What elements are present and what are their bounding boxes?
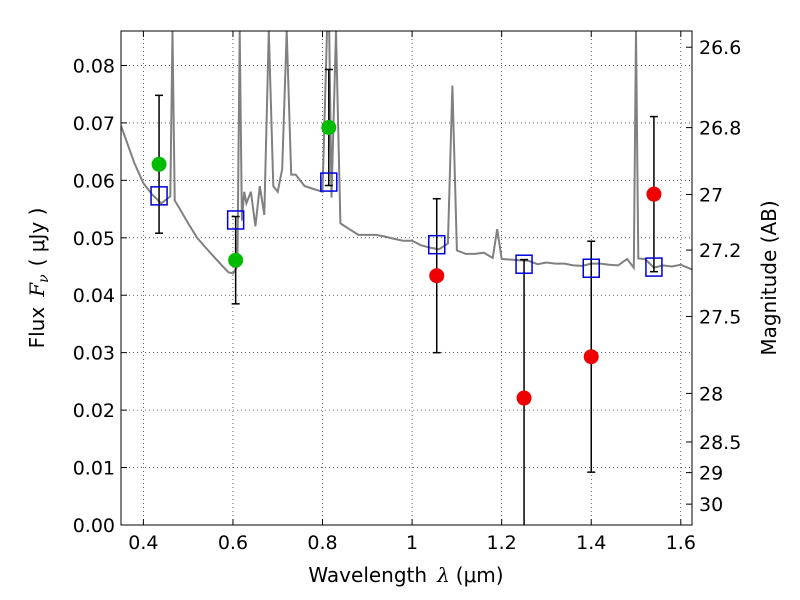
y2-tick-label: 26.8: [699, 118, 741, 140]
x-tick-label: 0.8: [307, 532, 337, 554]
data-point-upper: [583, 349, 599, 365]
model-flux-square: [427, 234, 446, 255]
plot-background: [121, 31, 692, 525]
y-tick-label: 0.04: [73, 285, 115, 307]
y-tick-label: 0.00: [73, 515, 115, 537]
data-point-upper: [429, 268, 445, 284]
x-tick-label: 1.2: [487, 532, 517, 554]
y-tick-label: 0.06: [73, 170, 115, 192]
y-tick-label: 0.02: [73, 400, 115, 422]
plot-frame: [120, 30, 693, 526]
y2-axis-label: Magnitude (AB): [757, 200, 781, 355]
data-point-detection: [228, 252, 244, 268]
tick-labels: 0.4 0.6 0.8 1 1.2 1.4 1.6 0.00 0.01 0.02 0.03 0.04 0…: [73, 37, 742, 554]
data-marks: [150, 68, 663, 525]
y-tick-label: 0.03: [73, 343, 115, 365]
model-flux-square: [320, 172, 338, 192]
y2-tick-label: 27.5: [699, 306, 741, 328]
y2-tick-label: 28: [699, 383, 723, 405]
y-axis-label: FluxFν( μJy ): [25, 208, 52, 349]
x-tick-label: 1.6: [666, 532, 696, 554]
y2-tick-label: 27: [699, 184, 723, 206]
x-tick-label: 0.6: [218, 532, 248, 554]
y2-tick-label: 30: [699, 494, 723, 516]
y2-tick-label: 29: [699, 463, 723, 485]
data-point-upper: [646, 186, 662, 202]
x-tick-label: 1: [406, 532, 418, 554]
y2-tick-label: 27.2: [699, 240, 741, 262]
data-point-upper: [516, 390, 532, 406]
y2-tick-label: 28.5: [699, 432, 741, 454]
axis-ticks: [121, 31, 692, 526]
x-tick-label: 0.4: [128, 532, 158, 554]
model-flux-square: [226, 210, 245, 230]
y-tick-label: 0.05: [73, 228, 115, 250]
y2-tick-label: 26.6: [699, 37, 741, 59]
model-flux-square: [515, 254, 533, 274]
model-flux-square: [582, 258, 600, 278]
data-point-detection: [151, 156, 167, 172]
y-tick-label: 0.01: [73, 458, 115, 480]
model-flux-square: [150, 186, 168, 206]
y-tick-label: 0.07: [73, 113, 115, 135]
y-tick-label: 0.08: [73, 55, 115, 77]
model-flux-square: [645, 257, 663, 277]
x-tick-label: 1.4: [576, 532, 606, 554]
x-axis-label: Wavelength λ (μm): [308, 563, 503, 587]
data-point-detection: [321, 120, 337, 136]
model-spectrum-line: [121, 31, 692, 275]
